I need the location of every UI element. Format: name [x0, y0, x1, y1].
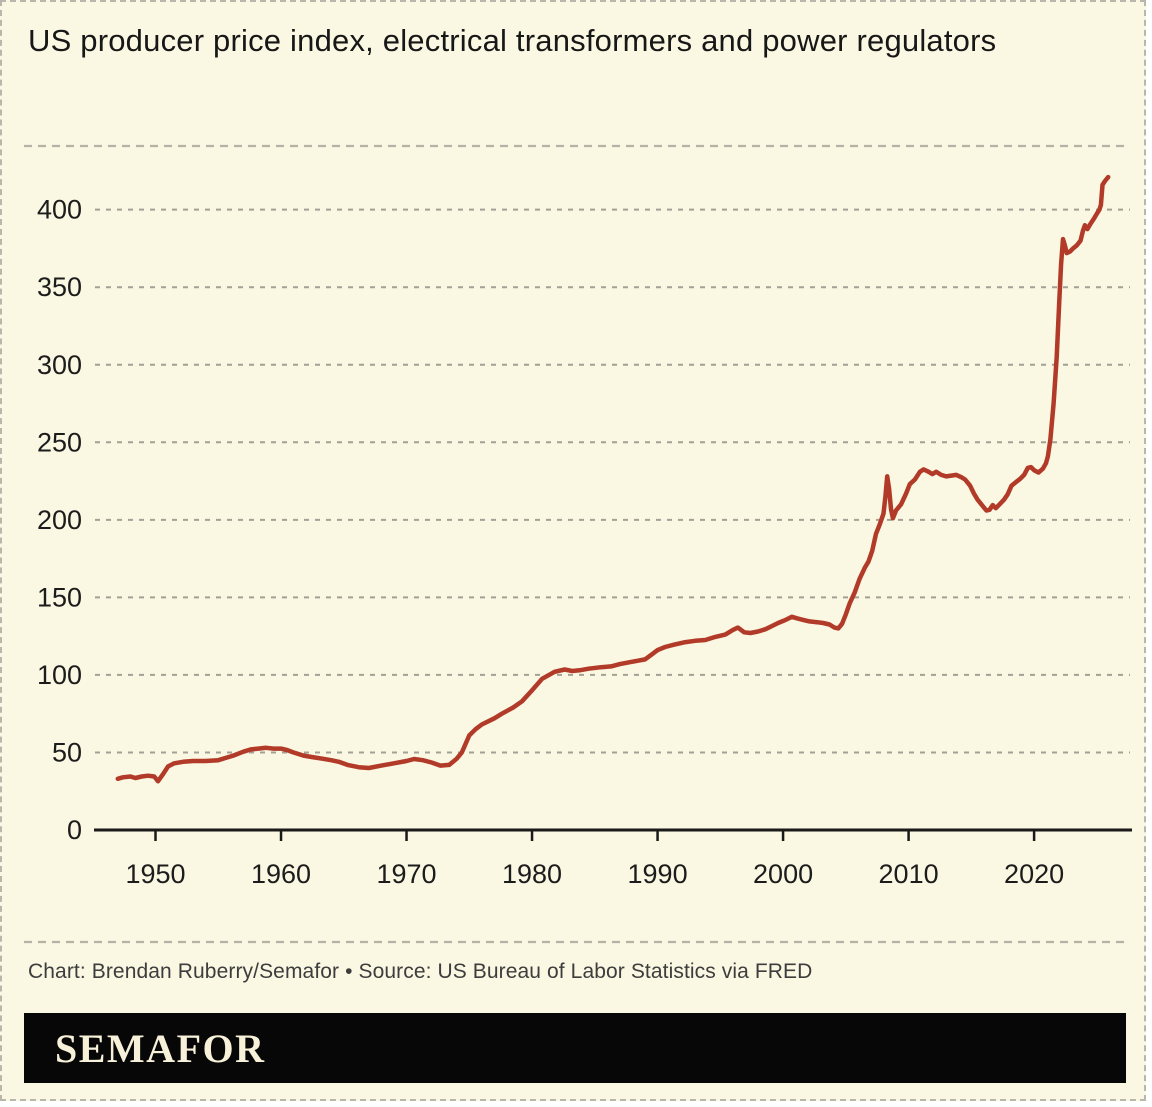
credit-line: Chart: Brendan Ruberry/Semafor • Source:…	[28, 960, 813, 983]
x-tick-label-2020: 2020	[1004, 859, 1064, 889]
y-tick-label-50: 50	[52, 737, 82, 767]
x-tick-label-1990: 1990	[628, 859, 688, 889]
y-tick-label-400: 400	[37, 195, 82, 225]
x-tick-label-1960: 1960	[251, 859, 311, 889]
semafor-logo: SEMAFOR	[55, 1025, 266, 1071]
page-title: US producer price index, electrical tran…	[28, 23, 997, 58]
x-tick-label-2010: 2010	[879, 859, 939, 889]
x-tick-label-1950: 1950	[125, 859, 185, 889]
data-line-series-1	[115, 174, 1111, 784]
y-tick-label-150: 150	[37, 582, 82, 612]
y-tick-label-0: 0	[67, 815, 82, 845]
x-tick-label-1980: 1980	[502, 859, 562, 889]
y-tick-label-100: 100	[37, 660, 82, 690]
y-tick-label-300: 300	[37, 350, 82, 380]
x-tick-label-2000: 2000	[753, 859, 813, 889]
logo-bar: SEMAFOR	[24, 1013, 1126, 1083]
y-tick-label-350: 350	[37, 272, 82, 302]
y-tick-label-200: 200	[37, 505, 82, 535]
y-tick-label-250: 250	[37, 427, 82, 457]
x-tick-label-1970: 1970	[376, 859, 436, 889]
